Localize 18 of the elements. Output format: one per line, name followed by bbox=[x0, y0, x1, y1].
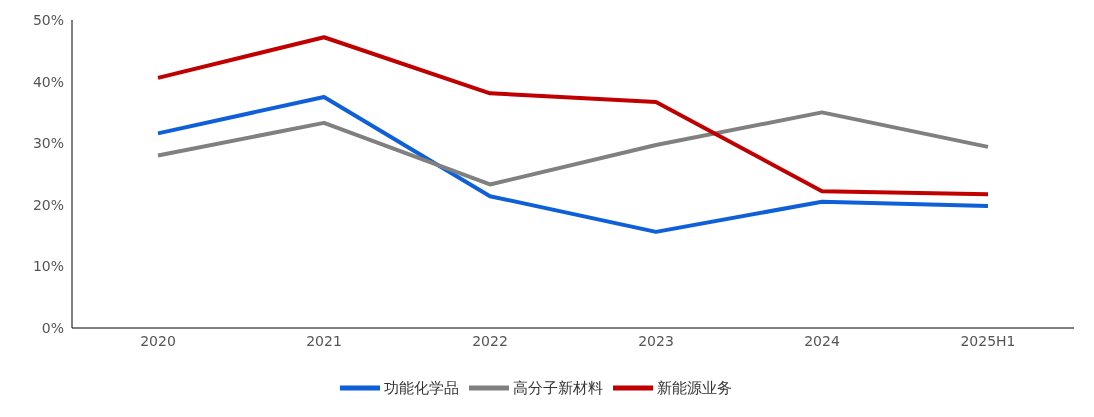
x-tick-label: 2025H1 bbox=[960, 332, 1016, 349]
legend-label: 高分子新材料 bbox=[513, 378, 603, 397]
x-tick-label: 2024 bbox=[804, 332, 840, 349]
y-tick-label: 0% bbox=[41, 319, 64, 336]
line-series bbox=[156, 95, 990, 234]
y-tick-label: 30% bbox=[32, 135, 64, 152]
legend-label: 功能化学品 bbox=[384, 378, 459, 397]
x-tick-label: 2023 bbox=[638, 332, 674, 349]
line-series bbox=[156, 110, 990, 187]
line-series bbox=[156, 35, 990, 197]
x-tick-label: 2021 bbox=[306, 332, 342, 349]
y-tick-label: 50% bbox=[32, 11, 64, 28]
y-tick-label: 20% bbox=[32, 196, 64, 213]
x-tick-label: 2022 bbox=[472, 332, 508, 349]
y-tick-label: 40% bbox=[32, 73, 64, 90]
x-tick-label: 2020 bbox=[140, 332, 176, 349]
y-tick-label: 10% bbox=[32, 258, 64, 275]
legend-label: 新能源业务 bbox=[657, 378, 732, 397]
